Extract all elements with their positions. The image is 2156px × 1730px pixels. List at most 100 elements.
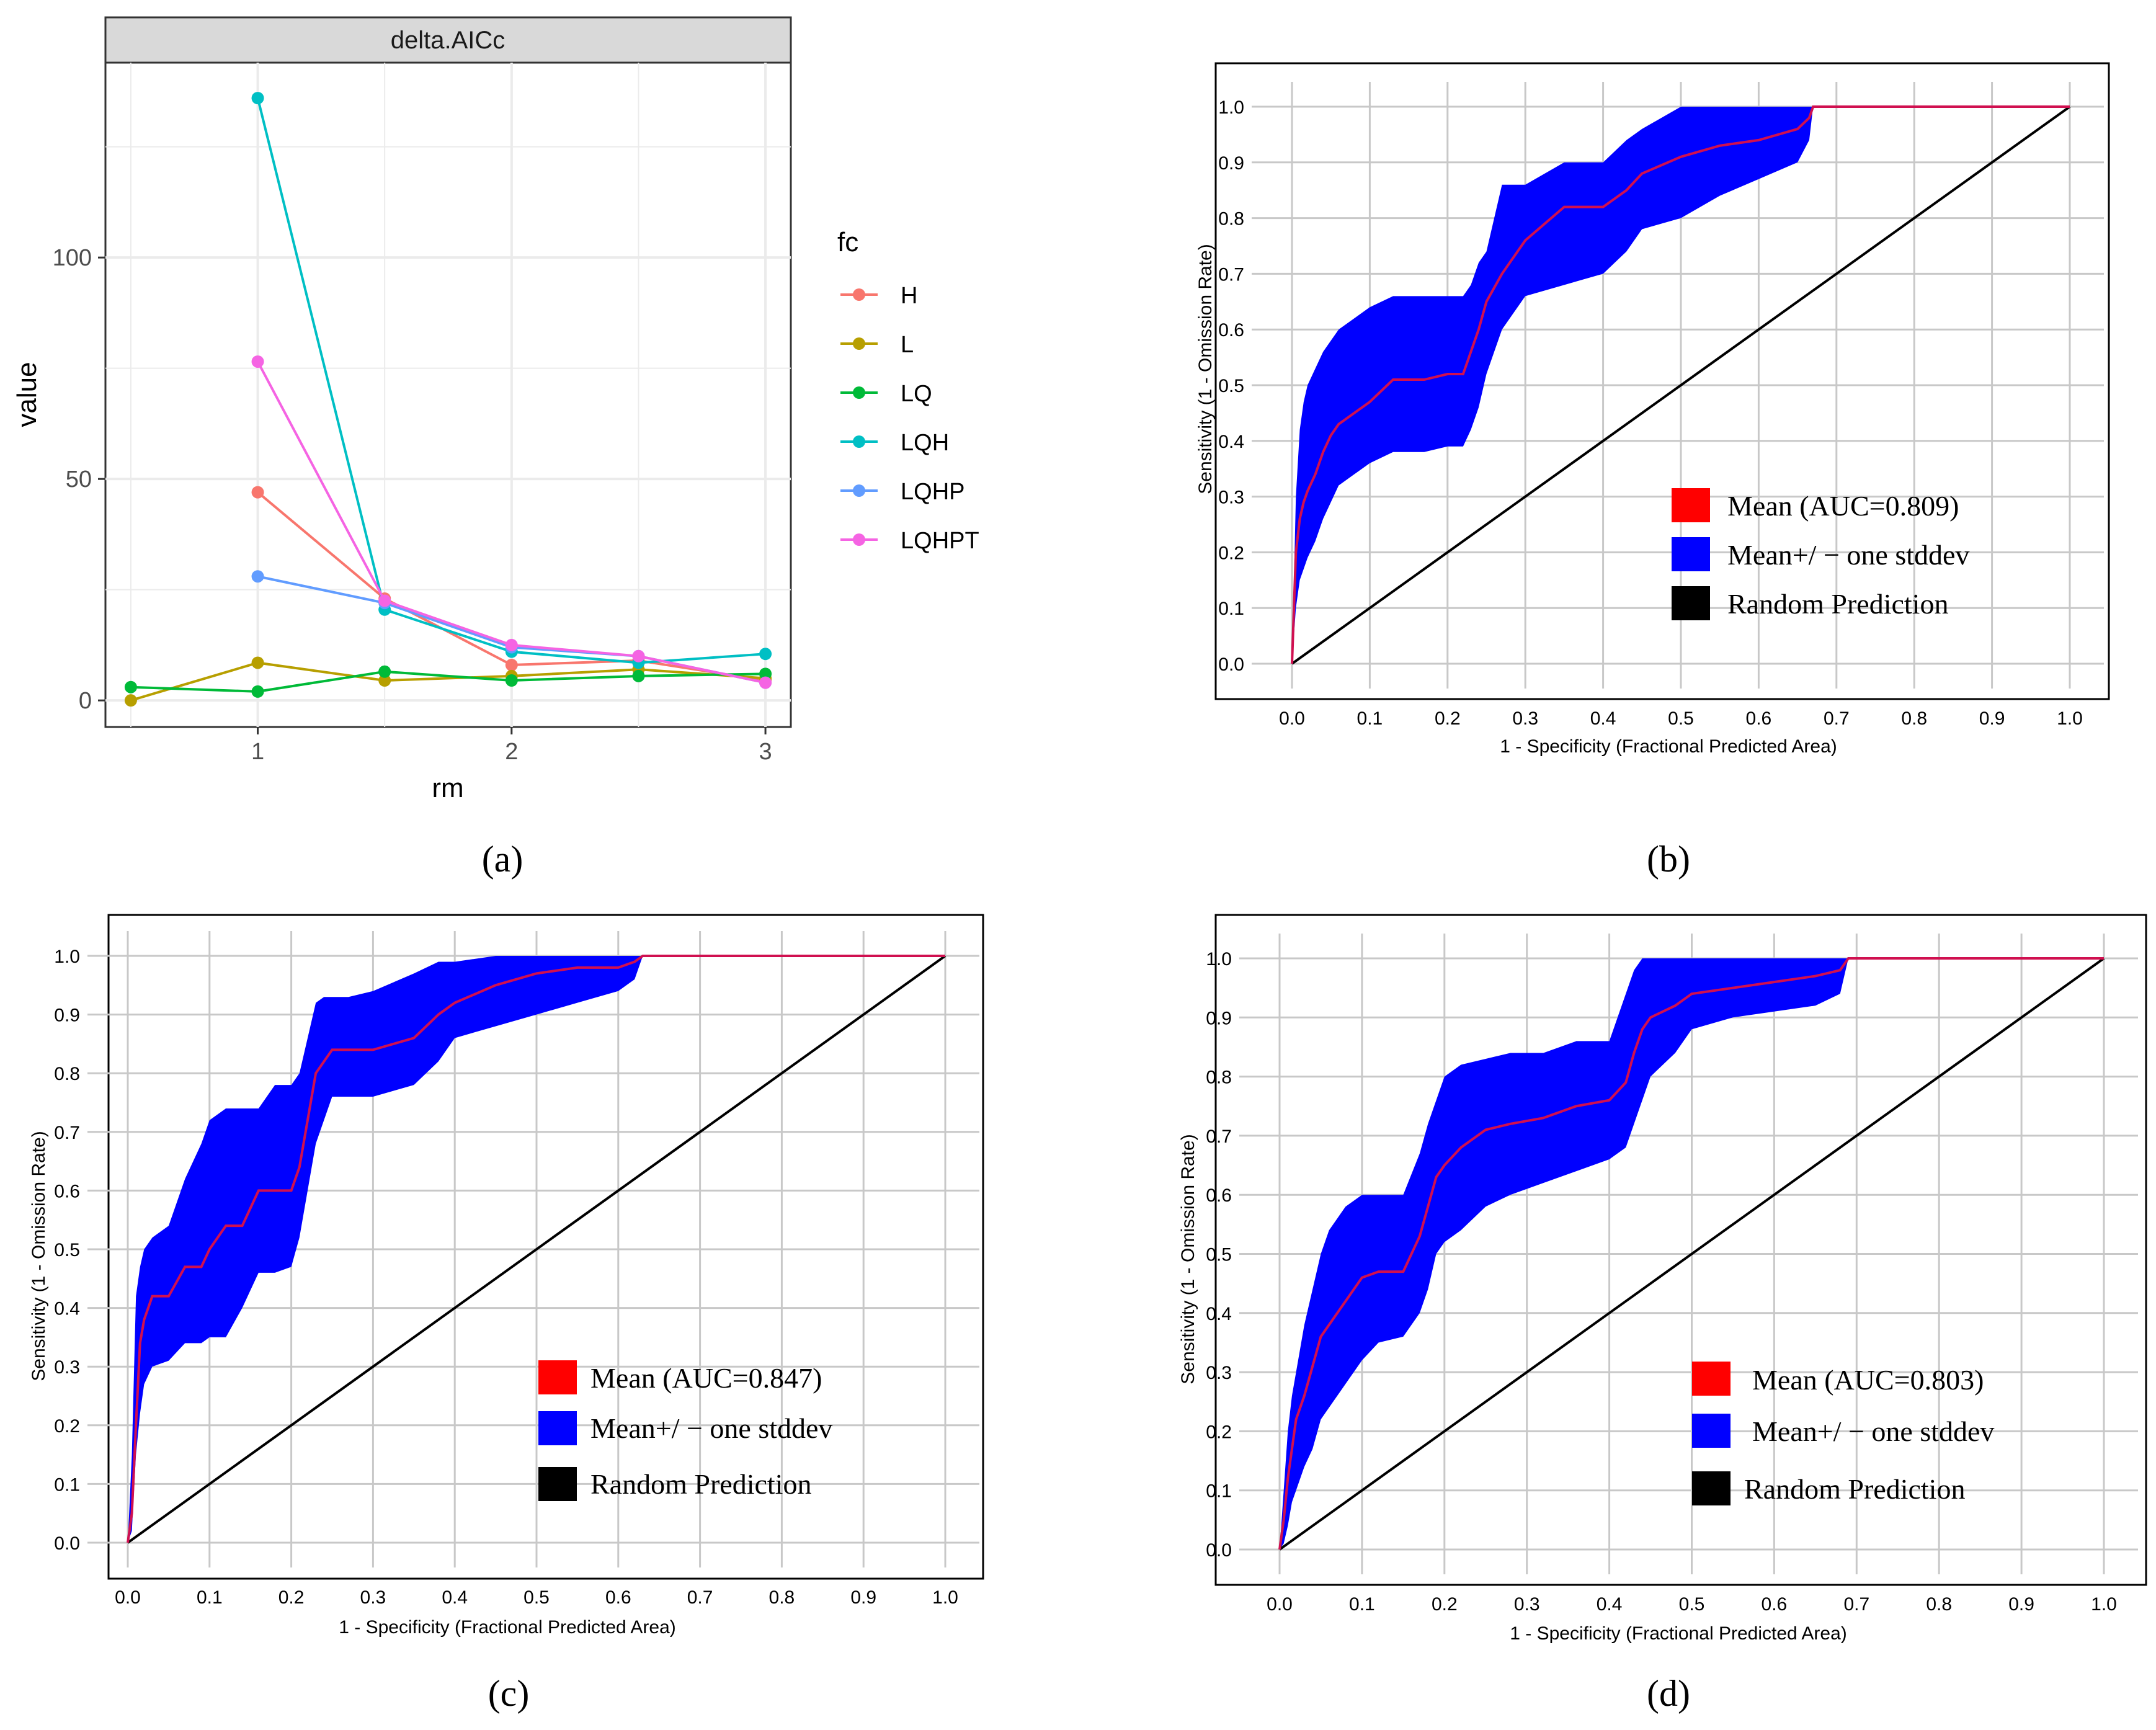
legend-label-random: Random Prediction <box>1744 1473 1965 1505</box>
x-tick-label: 0.2 <box>278 1587 305 1608</box>
grid <box>105 63 791 727</box>
legend-key-point <box>853 533 865 546</box>
x-tick-label: 0.1 <box>1349 1594 1375 1615</box>
y-tick-label: 0 <box>79 688 92 714</box>
x-tick-label: 1.0 <box>2091 1594 2117 1615</box>
legend-key-point <box>853 386 865 399</box>
y-tick-label: 100 <box>53 245 92 271</box>
roc-plot: 0.0 0.1 0.2 0.3 0.4 0.5 0.6 0.7 0.8 0.9 1.0 0.0 0.1 0… <box>1218 82 2104 729</box>
x-tick-label: 0.3 <box>1514 1594 1540 1615</box>
x-tick-label: 0.1 <box>197 1587 223 1608</box>
legend-swatch-stddev <box>1692 1414 1731 1448</box>
series-lines <box>124 92 772 707</box>
legend-swatch-mean <box>1672 488 1710 522</box>
legend-swatch-random <box>1692 1471 1731 1505</box>
x-tick-label: 1.0 <box>932 1587 958 1608</box>
y-axis-label: Sensitivity (1 - Omission Rate) <box>1178 1134 1198 1384</box>
y-tick-label: 0.2 <box>54 1416 80 1437</box>
legend-label-stddev: Mean+/ − one stddev <box>1752 1416 1994 1447</box>
y-tick-label: 0.4 <box>54 1299 80 1319</box>
legend-key-point <box>853 288 865 301</box>
x-tick-label: 0.2 <box>1432 1594 1458 1615</box>
y-tick-label: 0.5 <box>1218 376 1244 396</box>
x-tick-label: 0.9 <box>2008 1594 2034 1615</box>
x-tick-label: 0.5 <box>1668 708 1694 729</box>
x-tick-label: 0.4 <box>442 1587 468 1608</box>
legend-swatch-stddev <box>538 1411 577 1445</box>
legend-label-random: Random Prediction <box>1727 588 1948 620</box>
point-lqhpt <box>759 676 772 689</box>
point-lqh <box>759 648 772 661</box>
stddev-band <box>1292 107 2070 664</box>
x-tick-label: 0.1 <box>1357 708 1383 729</box>
point-lqh <box>251 92 264 105</box>
x-tick-label: 0.7 <box>1824 708 1850 729</box>
x-tick-label: 0.6 <box>605 1587 631 1608</box>
x-tick-label: 0.5 <box>1679 1594 1705 1615</box>
random-prediction-line <box>1278 957 2105 1551</box>
legend-key-point <box>853 435 865 448</box>
point-h <box>251 486 264 499</box>
x-tick-label: 0.3 <box>360 1587 386 1608</box>
y-axis-label: value <box>12 362 42 427</box>
y-tick-label: 0.5 <box>54 1240 80 1260</box>
legend: Mean (AUC=0.809) Mean+/ − one stddev Ran… <box>1672 488 1969 620</box>
legend-label-h: H <box>901 283 917 309</box>
legend-label-lq: LQ <box>901 381 932 407</box>
legend-label-lqhpt: LQHPT <box>901 528 979 554</box>
y-tick-label: 0.0 <box>1206 1540 1232 1561</box>
point-lq <box>632 669 645 682</box>
y-tick-label: 0.1 <box>54 1474 80 1495</box>
y-tick-label: 0.3 <box>1206 1363 1232 1383</box>
series-line-l <box>130 661 766 702</box>
facet-strip-label: delta.AICc <box>391 27 506 54</box>
point-l <box>378 674 391 687</box>
point-lq <box>759 667 772 680</box>
legend-label-mean: Mean (AUC=0.809) <box>1727 490 1959 522</box>
legend: Mean (AUC=0.803) Mean+/ − one stddev Ran… <box>1692 1362 1994 1505</box>
legend-swatch-mean <box>1692 1362 1731 1396</box>
y-tick-label: 1.0 <box>54 947 80 967</box>
axes: 1 2 3 0 50 100 <box>53 245 772 765</box>
legend-swatch-random <box>1672 586 1710 620</box>
legend-label-stddev: Mean+/ − one stddev <box>590 1412 832 1444</box>
y-tick-label: 0.8 <box>1206 1068 1232 1088</box>
point-lq <box>505 674 518 687</box>
x-tick-label: 0.0 <box>1267 1594 1293 1615</box>
legend-key-point <box>853 484 865 497</box>
panel-a: delta.AICc 1 2 3 0 50 100 rm value fc HL LQ LQH… <box>12 16 979 880</box>
y-tick-label: 0.7 <box>1218 264 1244 285</box>
y-tick-label: 0.9 <box>54 1005 80 1026</box>
x-tick-label: 0.8 <box>769 1587 795 1608</box>
y-tick-label: 0.1 <box>1206 1481 1232 1502</box>
panel-label: (c) <box>488 1673 530 1714</box>
x-tick-label: 3 <box>759 739 772 765</box>
point-lqhpt <box>378 594 391 607</box>
x-tick-label: 0.9 <box>850 1587 876 1608</box>
legend-label-l: L <box>901 332 914 358</box>
x-axis-label: 1 - Specificity (Fractional Predicted Ar… <box>339 1617 676 1638</box>
x-tick-label: 0.9 <box>1979 708 2005 729</box>
stddev-band <box>1280 958 2104 1549</box>
point-lqhp <box>251 570 264 583</box>
point-lq <box>378 665 391 678</box>
roc-plot: 0.0 0.1 0.2 0.3 0.4 0.5 0.6 0.7 0.8 0.9 1.0 0.0 0.1 0… <box>1206 934 2138 1615</box>
y-tick-label: 0.4 <box>1218 432 1244 452</box>
x-tick-label: 0.8 <box>1926 1594 1952 1615</box>
x-tick-label: 0.0 <box>1279 708 1305 729</box>
y-tick-label: 0.3 <box>1218 488 1244 508</box>
x-tick-label: 0.6 <box>1762 1594 1788 1615</box>
legend-label-random: Random Prediction <box>590 1468 811 1500</box>
x-tick-label: 0.4 <box>1597 1594 1623 1615</box>
x-tick-label: 0.7 <box>687 1587 713 1608</box>
x-tick-label: 0.5 <box>523 1587 550 1608</box>
y-tick-label: 0.1 <box>1218 599 1244 619</box>
y-tick-label: 0.2 <box>1206 1422 1232 1442</box>
y-tick-label: 0.0 <box>54 1533 80 1554</box>
facet-strip <box>104 16 792 64</box>
panel-label: (a) <box>482 839 523 880</box>
stddev-band <box>128 956 945 1543</box>
x-tick-label: 2 <box>505 739 518 765</box>
x-tick-label: 0.8 <box>1901 708 1927 729</box>
